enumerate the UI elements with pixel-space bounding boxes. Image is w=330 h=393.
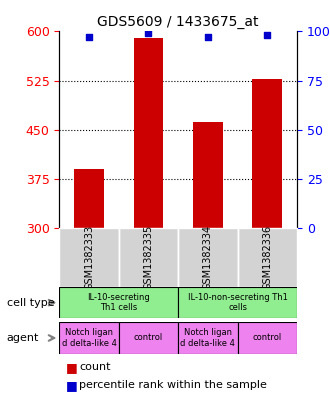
Text: percentile rank within the sample: percentile rank within the sample — [79, 380, 267, 390]
FancyBboxPatch shape — [119, 322, 178, 354]
Point — [146, 30, 151, 37]
FancyBboxPatch shape — [178, 322, 238, 354]
Text: Notch ligan
d delta-like 4: Notch ligan d delta-like 4 — [181, 328, 235, 348]
Bar — [134, 38, 163, 228]
Point — [205, 34, 211, 40]
Text: agent: agent — [7, 333, 39, 343]
Point — [86, 34, 92, 40]
Bar — [252, 79, 282, 228]
Text: ■: ■ — [66, 378, 78, 392]
Text: GSM1382336: GSM1382336 — [262, 225, 272, 290]
Text: Notch ligan
d delta-like 4: Notch ligan d delta-like 4 — [62, 328, 116, 348]
Text: control: control — [253, 334, 282, 342]
Text: IL-10-non-secreting Th1
cells: IL-10-non-secreting Th1 cells — [188, 293, 287, 312]
Text: ■: ■ — [66, 361, 78, 374]
Title: GDS5609 / 1433675_at: GDS5609 / 1433675_at — [97, 15, 259, 29]
FancyBboxPatch shape — [178, 287, 297, 318]
FancyBboxPatch shape — [238, 228, 297, 287]
Text: count: count — [79, 362, 111, 373]
Text: cell type: cell type — [7, 298, 54, 308]
FancyBboxPatch shape — [59, 287, 178, 318]
Text: IL-10-secreting
Th1 cells: IL-10-secreting Th1 cells — [87, 293, 150, 312]
FancyBboxPatch shape — [119, 228, 178, 287]
FancyBboxPatch shape — [178, 228, 238, 287]
Bar — [74, 169, 104, 228]
Text: control: control — [134, 334, 163, 342]
Bar — [193, 122, 223, 228]
FancyBboxPatch shape — [59, 228, 119, 287]
Point — [265, 32, 270, 39]
Text: GSM1382334: GSM1382334 — [203, 225, 213, 290]
FancyBboxPatch shape — [59, 322, 119, 354]
FancyBboxPatch shape — [238, 322, 297, 354]
Text: GSM1382333: GSM1382333 — [84, 225, 94, 290]
Text: GSM1382335: GSM1382335 — [144, 225, 153, 290]
